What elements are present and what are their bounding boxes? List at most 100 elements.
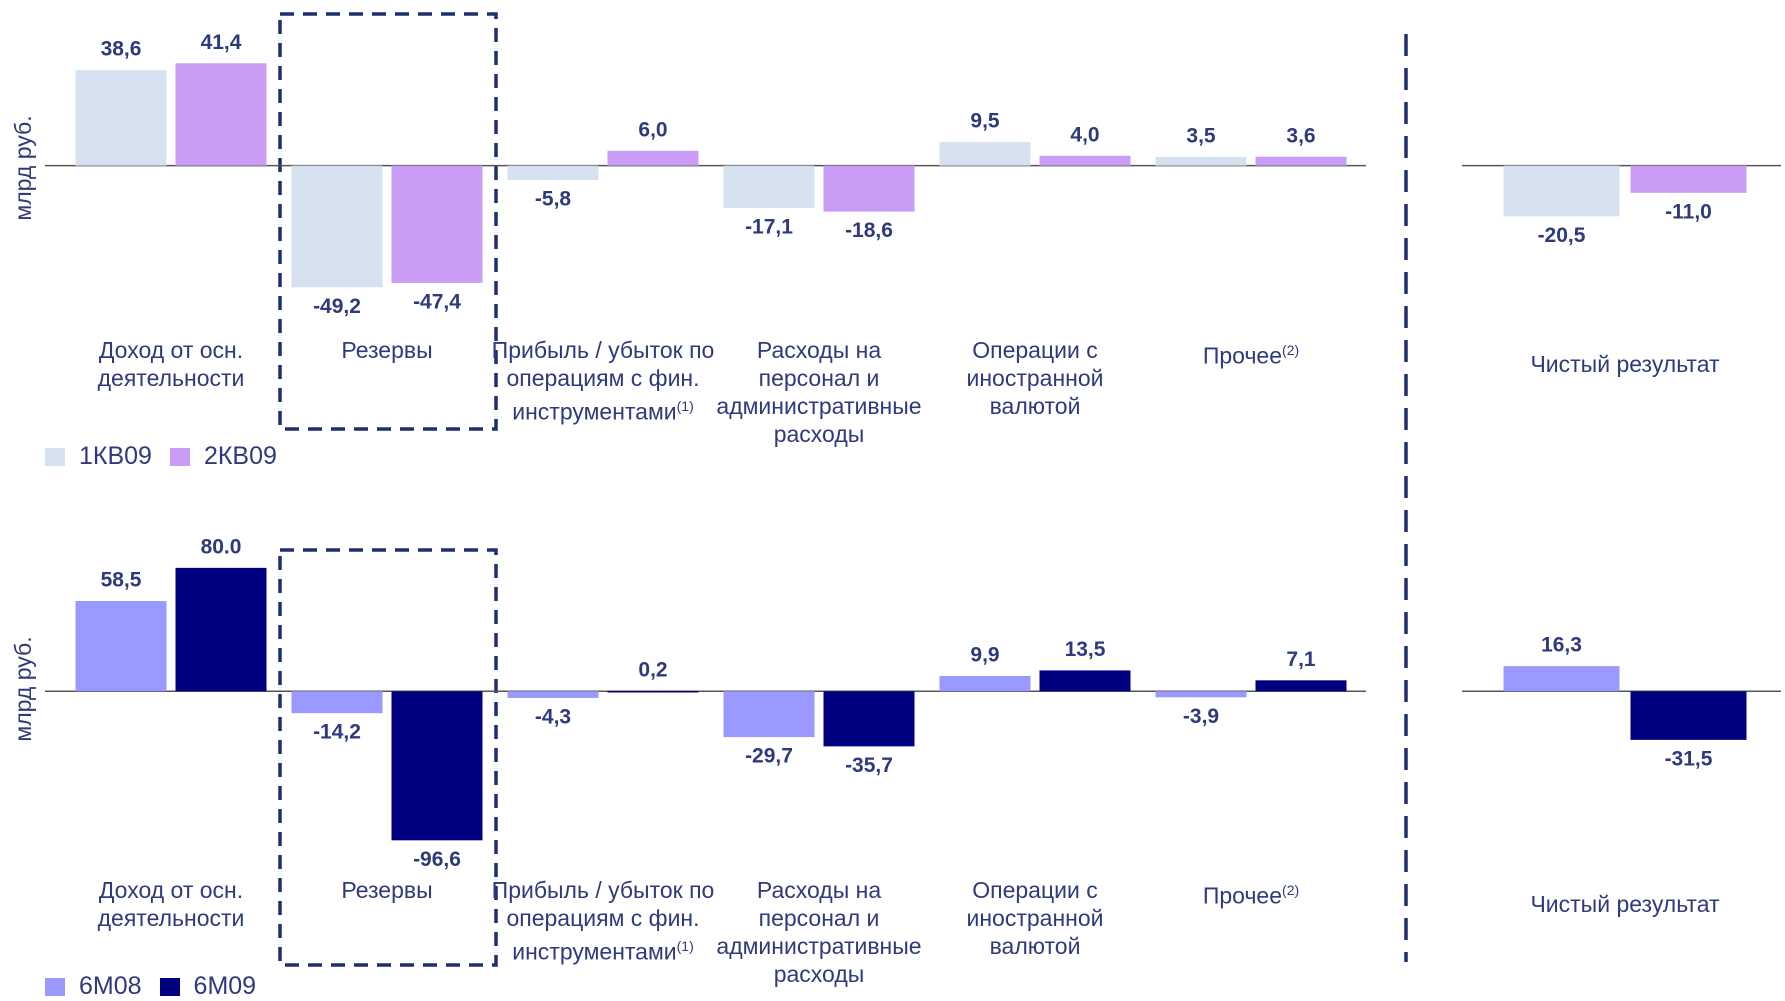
bar: [391, 165, 483, 283]
value-label: 41,4: [201, 31, 242, 54]
bar: [607, 690, 699, 693]
value-label: 9,5: [970, 110, 1000, 133]
category-note: (1): [676, 398, 694, 414]
category-text: Расходы на персонал и административные р…: [716, 337, 922, 447]
bar: [1039, 155, 1131, 166]
category-label: Прочее(2): [1136, 876, 1366, 910]
category-label: Доход от осн. деятельности: [56, 876, 286, 932]
bar: [291, 691, 383, 714]
legend-label: 6М08: [79, 972, 142, 1000]
bar: [1155, 691, 1247, 698]
category-text: Резервы: [341, 337, 433, 363]
bar: [75, 70, 167, 166]
bar: [1503, 666, 1620, 692]
bar: [175, 63, 267, 166]
bar: [1039, 670, 1131, 692]
bar: [1155, 156, 1247, 166]
bar: [939, 142, 1031, 166]
legend: 6М08 6М09: [45, 972, 274, 1001]
bar: [1503, 165, 1620, 217]
category-note: (1): [676, 938, 694, 954]
category-text: Резервы: [341, 877, 433, 903]
value-label: -35,7: [845, 754, 893, 777]
value-label: -31,5: [1665, 747, 1713, 770]
value-label: -11,0: [1665, 200, 1712, 223]
category-label: Прибыль / убыток по операциям с фин. инс…: [488, 336, 718, 426]
legend-swatch: [45, 447, 65, 466]
category-text: Операции с иностранной валютой: [966, 877, 1104, 959]
value-label: -18,6: [845, 219, 893, 242]
category-text: Операции с иностранной валютой: [966, 337, 1104, 419]
highlight-box: [278, 12, 498, 431]
legend-swatch: [45, 977, 65, 996]
legend-label: 1КВ09: [79, 442, 152, 470]
legend: 1КВ09 2КВ09: [45, 442, 295, 471]
category-text: Прибыль / убыток по операциям с фин. инс…: [491, 337, 715, 425]
category-text: Чистый результат: [1530, 351, 1720, 377]
value-label: -3,9: [1183, 705, 1219, 728]
category-label: Операции с иностранной валютой: [920, 336, 1150, 420]
y-axis-label: млрд руб.: [10, 636, 36, 741]
category-label: Расходы на персонал и административные р…: [704, 336, 934, 448]
category-text: Прибыль / убыток по операциям с фин. инс…: [491, 877, 715, 965]
legend-label: 6М09: [193, 972, 257, 1000]
bar: [723, 165, 815, 208]
value-label: -4,3: [535, 705, 571, 728]
bar: [723, 691, 815, 738]
category-text: Доход от осн. деятельности: [97, 337, 245, 391]
category-text: Доход от осн. деятельности: [97, 877, 245, 931]
bar: [175, 567, 267, 692]
bar: [291, 165, 383, 288]
bar: [823, 165, 915, 212]
value-label: -17,1: [745, 215, 793, 238]
bar: [939, 676, 1031, 692]
bar: [1255, 156, 1347, 166]
legend-label: 2КВ09: [203, 442, 277, 470]
bar: [1630, 691, 1747, 740]
value-label: 13,5: [1065, 638, 1106, 661]
category-label: Чистый результат: [1495, 890, 1755, 918]
legend-swatch: [159, 977, 180, 996]
bar: [1255, 680, 1347, 692]
legend-swatch: [169, 447, 190, 466]
category-label: Прибыль / убыток по операциям с фин. инс…: [488, 876, 718, 966]
value-label: -96,6: [413, 848, 461, 871]
value-label: 7,1: [1286, 648, 1316, 671]
highlight-box: [278, 548, 498, 967]
category-text: Прочее: [1202, 882, 1283, 909]
category-note: (2): [1282, 882, 1300, 898]
value-label: 9,9: [970, 644, 999, 667]
value-label: 3,6: [1286, 124, 1315, 147]
bar: [391, 691, 483, 841]
value-label: -14,2: [313, 721, 361, 744]
category-note: (2): [1282, 342, 1300, 358]
category-text: Расходы на персонал и административные р…: [716, 877, 922, 987]
value-label: 0,2: [638, 659, 667, 682]
category-text: Прочее: [1202, 342, 1283, 369]
category-text: Чистый результат: [1530, 891, 1720, 917]
value-label: -29,7: [745, 745, 793, 768]
value-label: -49,2: [313, 295, 361, 318]
bar: [75, 601, 167, 692]
category-label: Расходы на персонал и административные р…: [704, 876, 934, 988]
value-label: -47,4: [413, 290, 461, 313]
value-label: -20,5: [1538, 224, 1586, 247]
value-label: 16,3: [1541, 634, 1582, 657]
bar: [507, 691, 599, 698]
category-label: Операции с иностранной валютой: [920, 876, 1150, 960]
category-label: Резервы: [272, 336, 502, 364]
category-label: Резервы: [272, 876, 502, 904]
bar: [507, 165, 599, 180]
category-label: Чистый результат: [1495, 350, 1755, 378]
value-label: 4,0: [1070, 123, 1099, 146]
value-label: 58,5: [101, 569, 142, 592]
category-label: Доход от осн. деятельности: [56, 336, 286, 392]
value-label: 6,0: [638, 118, 667, 141]
value-label: -5,8: [535, 188, 572, 211]
category-label: Прочее(2): [1136, 336, 1366, 370]
bar: [823, 691, 915, 747]
y-axis-label: млрд руб.: [10, 115, 36, 220]
bar: [1630, 165, 1747, 193]
value-label: 3,5: [1186, 125, 1216, 148]
